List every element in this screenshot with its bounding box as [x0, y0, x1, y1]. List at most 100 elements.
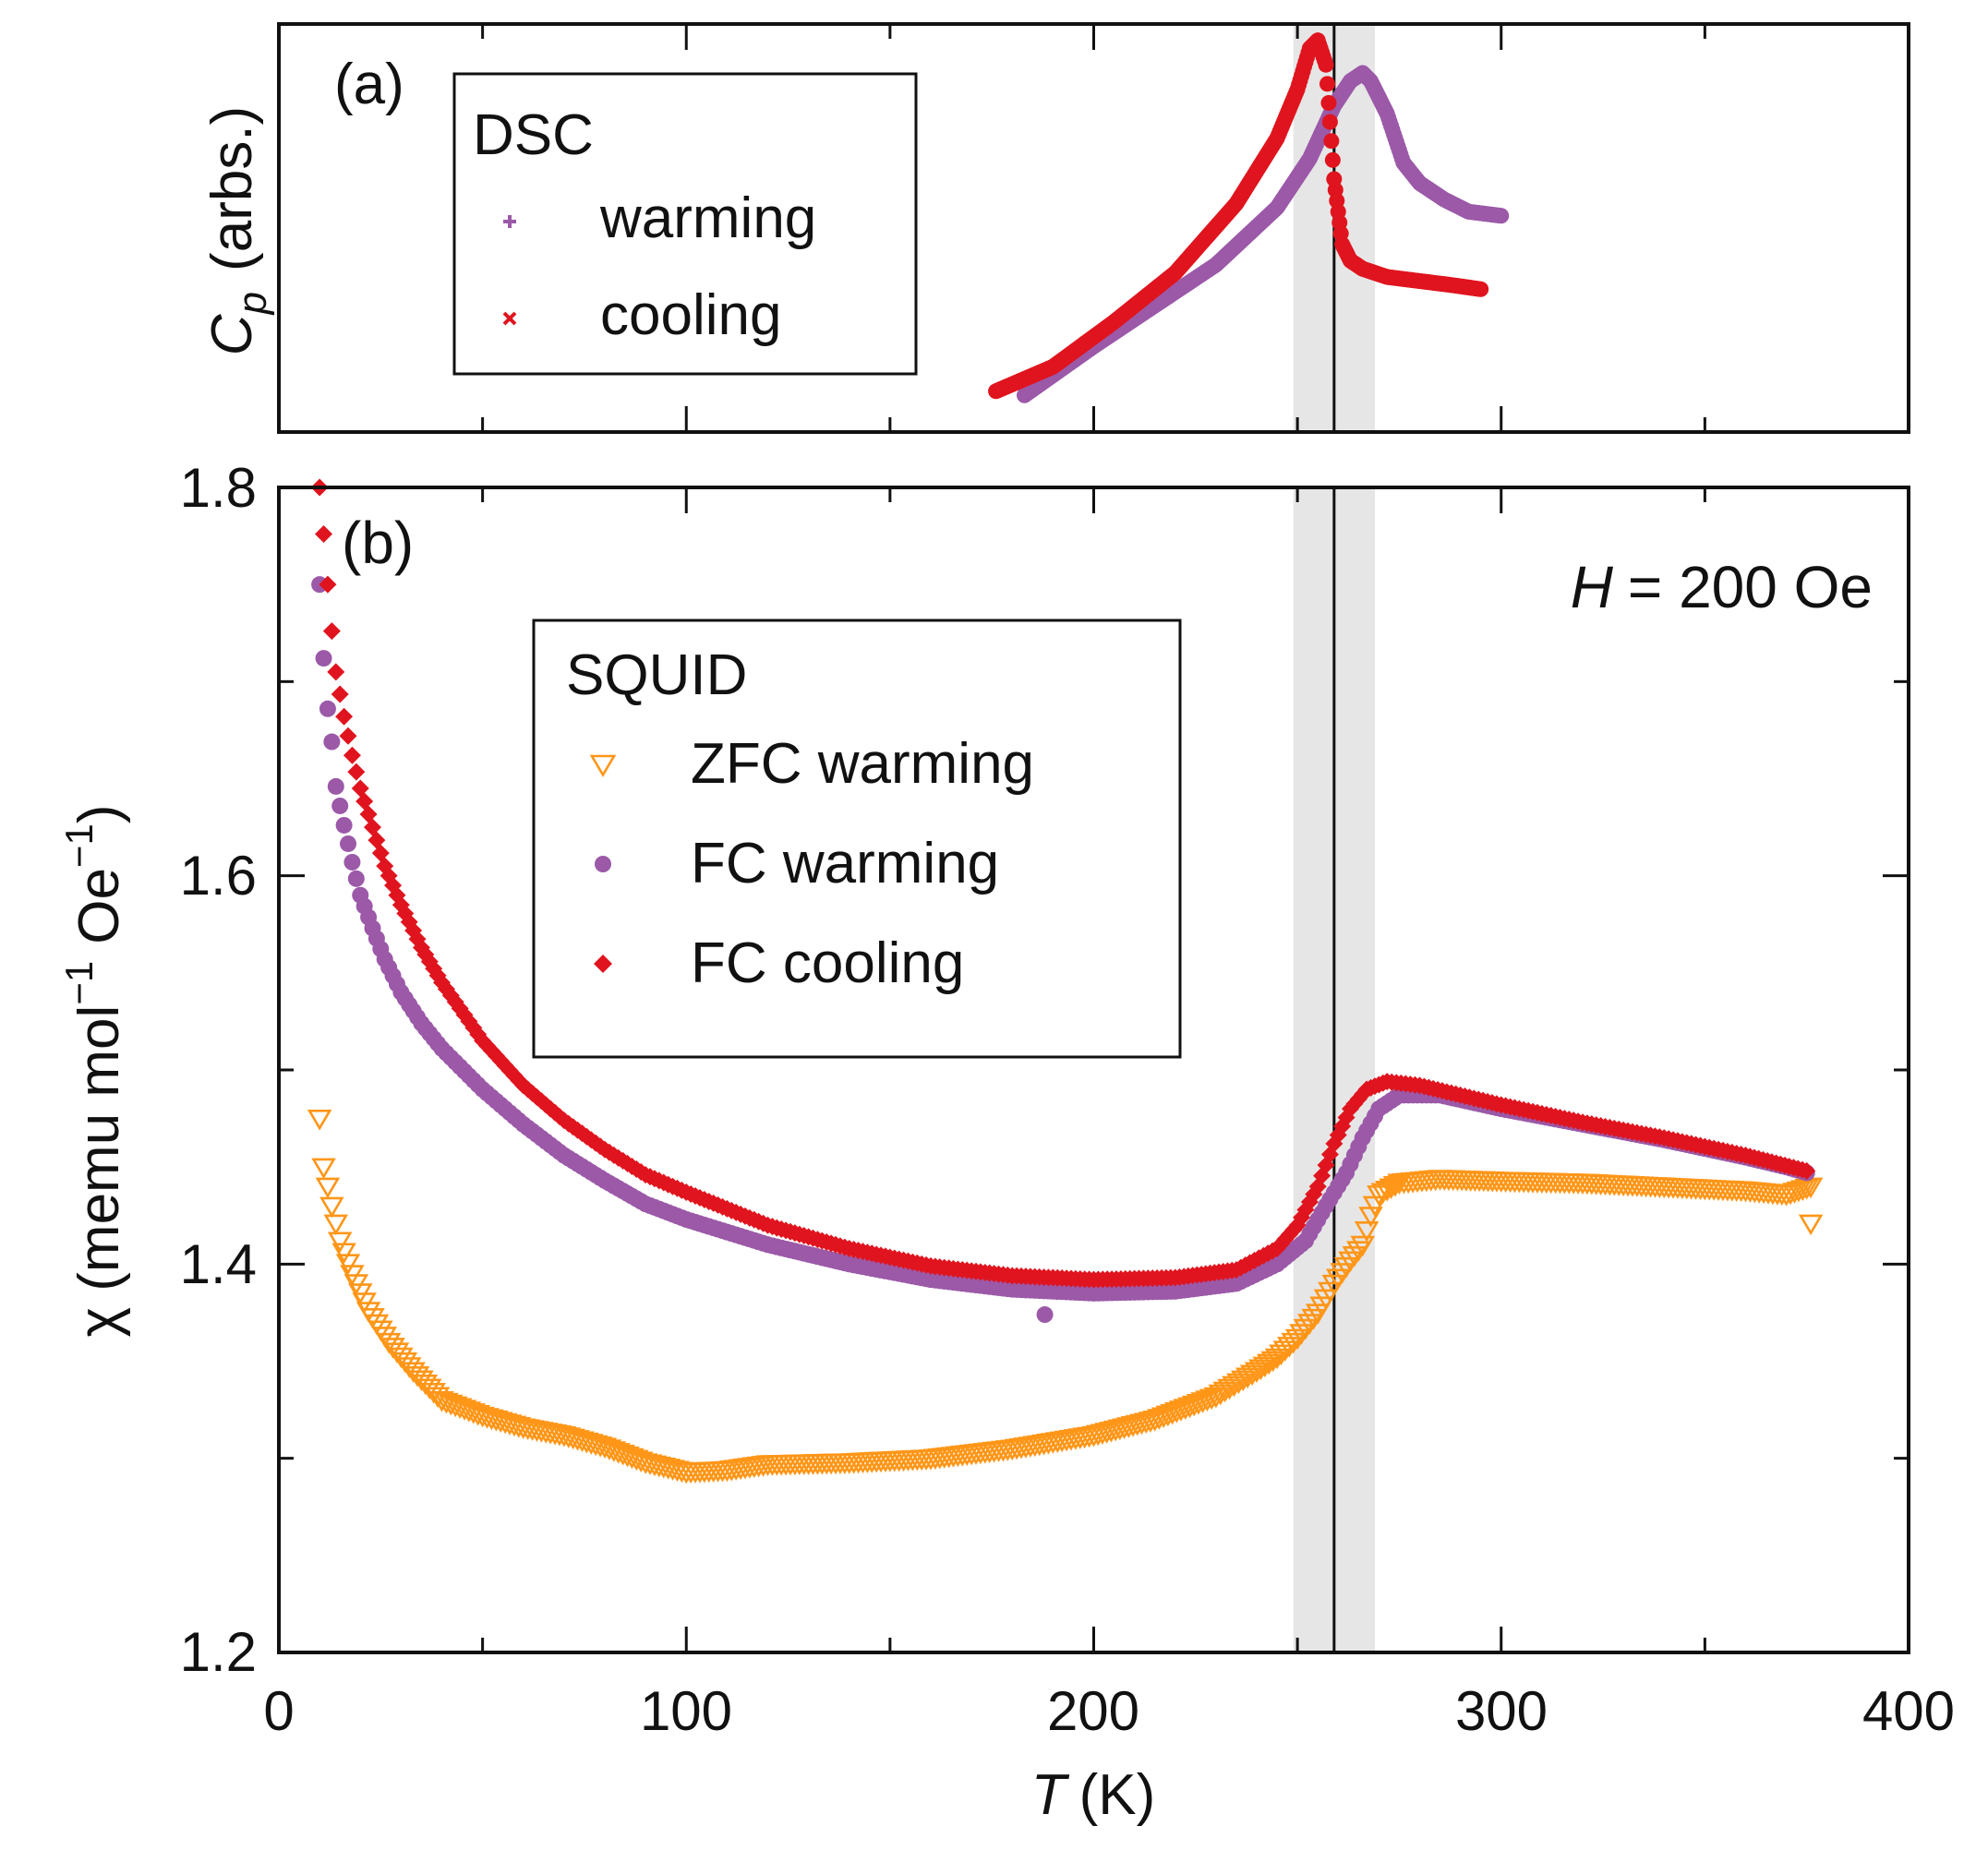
panel-b-annotation-rest: = 200 Oe [1628, 554, 1873, 620]
squid-fc-cooling-point [460, 1012, 478, 1030]
squid-fc-warming-point [331, 797, 349, 814]
panel-a-legend-cooling-label: cooling [600, 283, 781, 347]
squid-fc-cooling-point [322, 622, 341, 641]
squid-outlier-point [1036, 1306, 1054, 1324]
legend-plus-icon [503, 215, 516, 228]
squid-fc-cooling-point [335, 707, 354, 726]
squid-zfc-warming-point [1217, 1378, 1242, 1400]
legend-diamond-icon [594, 955, 612, 973]
squid-zfc-warming-point [1212, 1381, 1237, 1403]
squid-outlier-point [1798, 1214, 1824, 1236]
squid-fc-warming-point [335, 816, 353, 834]
dsc-cooling-point [1320, 94, 1337, 111]
panel-b-legend-zfc-label: ZFC warming [691, 732, 1034, 796]
panel-b-label: (b) [342, 510, 414, 576]
panel-a: (a) Cp (arbs.) DSC warming cooling [200, 22, 1910, 434]
squid-zfc-warming-point [1354, 1220, 1380, 1243]
panel-a-legend-warming-label: warming [599, 186, 816, 250]
squid-fc-cooling-point [339, 727, 357, 745]
squid-fc-cooling-point [363, 818, 381, 836]
legend-triangle-icon [589, 754, 617, 777]
panel-a-legend-box [452, 72, 918, 376]
squid-fc-cooling-point [367, 831, 386, 849]
squid-zfc-warming-point [315, 1177, 341, 1199]
squid-fc-cooling-point [319, 575, 337, 594]
squid-fc-cooling-point [331, 685, 349, 703]
panel-b-xtick-label-0: 0 [263, 1680, 294, 1742]
squid-fc-cooling-point [351, 779, 369, 798]
panel-b-ytick-label-0: 1.2 [180, 1621, 257, 1683]
squid-fc-cooling-point [327, 663, 345, 681]
squid-fc-warming-point [315, 650, 332, 667]
squid-zfc-warming-point [1231, 1370, 1256, 1392]
dsc-cooling-point [1324, 151, 1341, 168]
panel-a-ylabel-sub: p [230, 292, 275, 316]
squid-zfc-warming-point [311, 1158, 336, 1180]
panel-b-xtick-label-4: 400 [1862, 1680, 1955, 1742]
squid-fc-cooling-point [359, 805, 378, 823]
squid-zfc-warming-point [1203, 1387, 1229, 1409]
legend-circle-icon [595, 856, 611, 872]
squid-fc-warming-point [347, 870, 365, 887]
legend-cross-icon [502, 311, 517, 326]
squid-fc-cooling-point [315, 524, 333, 543]
squid-zfc-warming-point [1208, 1384, 1234, 1406]
panel-b-ylabel-sup-1: −1 [57, 961, 101, 1005]
squid-fc-cooling-point [355, 792, 374, 811]
squid-zfc-warming-point [501, 1415, 527, 1437]
legend-marker-fc-cooling-diamond [594, 955, 612, 973]
panel-a-ylabel-unit: (arbs.) [200, 106, 264, 271]
panel-b-ytick-label-1: 1.4 [180, 1233, 257, 1295]
panel-a-legend: DSC warming cooling [452, 72, 918, 376]
legend-marker-fc-warming-circle [595, 856, 611, 872]
dsc-cooling-point [1319, 76, 1335, 92]
squid-zfc-warming-point [1260, 1351, 1285, 1373]
dsc-cooling-point [1318, 56, 1334, 73]
squid-fc-warming-point [319, 700, 336, 717]
dsc-cooling-point [1323, 133, 1340, 150]
panel-a-ylabel-main: C [200, 313, 264, 355]
panel-b-annotation-var: H [1571, 554, 1614, 620]
squid-zfc-warming-point [506, 1417, 532, 1438]
squid-fc-cooling-point [371, 844, 390, 862]
panel-a-label: (a) [334, 53, 404, 116]
panel-a-series [988, 32, 1510, 403]
panel-b-xtick-label-1: 100 [640, 1680, 732, 1742]
squid-zfc-warming-point [307, 1110, 332, 1131]
legend-marker-warming-plus [503, 215, 516, 228]
squid-zfc-warming-point [1235, 1367, 1260, 1389]
panel-b-ylabel: χ (memu mol−1Oe−1) [57, 805, 131, 1338]
squid-fc-warming-point [323, 733, 341, 751]
panel-b-xtick-label-3: 300 [1455, 1680, 1548, 1742]
svg-text:Cp(arbs.): Cp (arbs.) [200, 106, 275, 355]
dsc-cooling-point [1473, 281, 1489, 297]
panel-a-ylabel: Cp (arbs.) [200, 106, 275, 355]
legend-marker-cooling-cross [502, 311, 517, 326]
legend-marker-zfc-triangle [589, 754, 617, 777]
panel-b-legend-fc-cooling-label: FC cooling [691, 931, 964, 995]
panel-b-legend: SQUID ZFC warming FC warming FC cooling [532, 619, 1182, 1059]
squid-zfc-warming-point [319, 1196, 344, 1219]
squid-zfc-warming-point [1277, 1337, 1302, 1358]
squid-fc-cooling-point [455, 1005, 474, 1024]
squid-zfc-warming-point [1281, 1332, 1306, 1354]
squid-zfc-warming-point [1350, 1235, 1375, 1257]
panel-b-legend-title: SQUID [566, 643, 747, 707]
squid-zfc-warming-point [327, 1231, 353, 1254]
panel-b-xlabel: T (K) [1031, 1763, 1156, 1827]
squid-zfc-warming-point [1222, 1375, 1247, 1398]
panel-b-ylabel-mid: Oe [67, 868, 131, 944]
panel-b-annotation: H = 200 Oe [1571, 554, 1873, 620]
dsc-cooling-point [1321, 114, 1338, 130]
squid-zfc-warming-point [1269, 1344, 1294, 1366]
panel-b-ytick-label-3: 1.8 [180, 457, 257, 519]
panel-a-legend-title: DSC [473, 103, 594, 167]
panel-b-legend-fc-warming-label: FC warming [691, 832, 999, 895]
squid-fc-warming-point [340, 835, 357, 852]
squid-fc-warming-point [327, 777, 344, 795]
panel-b-ticks [277, 486, 1910, 1654]
panel-a-ticks [277, 24, 1910, 432]
squid-zfc-warming-point [335, 1254, 361, 1275]
panel-b-legend-box [532, 619, 1182, 1059]
